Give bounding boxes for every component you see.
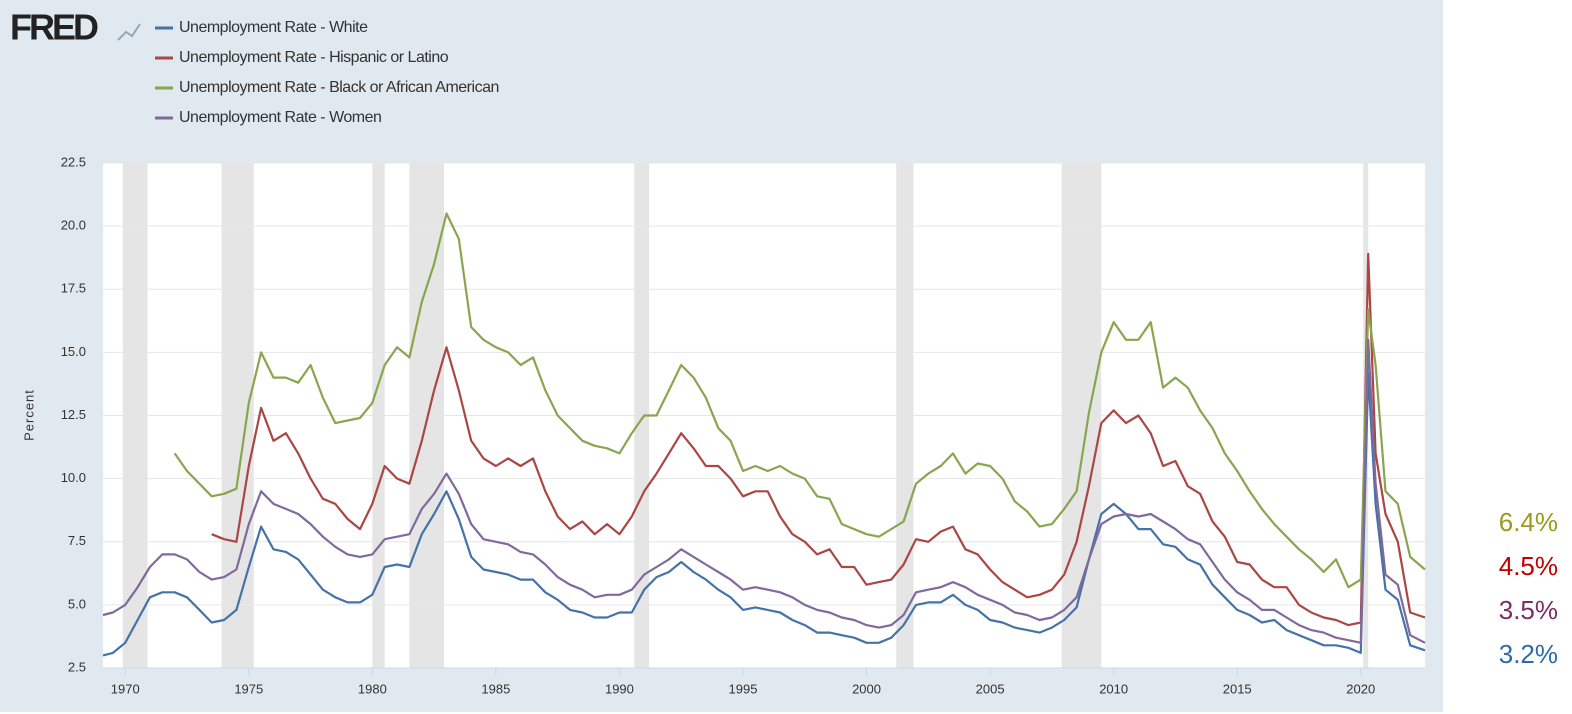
y-tick-label: 20.0 [61,218,86,233]
annotation: 4.5% [1499,551,1558,581]
y-tick-label: 10.0 [61,470,86,485]
x-tick-label: 1980 [358,681,387,696]
series-line [173,212,1426,589]
x-tick-label: 1990 [605,681,634,696]
x-tick-label: 2005 [976,681,1005,696]
x-tick-label: 2015 [1223,681,1252,696]
y-tick-label: 7.5 [68,533,86,548]
x-tick-label: 2000 [852,681,881,696]
y-axis-label: Percent [21,389,36,441]
x-tick-label: 1995 [729,681,758,696]
legend-label: Unemployment Rate - Hispanic or Latino [179,49,449,66]
x-tick-label: 1985 [481,681,510,696]
x-tick-label: 2010 [1099,681,1128,696]
legend-label: Unemployment Rate - White [179,19,368,36]
x-tick-label: 1975 [234,681,263,696]
annotation: 3.2% [1499,639,1558,669]
legend-label: Unemployment Rate - Black or African Ame… [179,79,499,96]
y-tick-label: 15.0 [61,344,86,359]
series-line [211,252,1426,627]
logo-icon [117,23,141,41]
series-line [102,338,1426,644]
legend-label: Unemployment Rate - Women [179,109,381,126]
y-tick-label: 17.5 [61,281,86,296]
annotation: 3.5% [1499,595,1558,625]
y-tick-label: 22.5 [61,154,86,169]
x-tick-label: 2020 [1346,681,1375,696]
y-tick-label: 12.5 [61,407,86,422]
annotation: 6.4% [1499,507,1558,537]
y-tick-label: 5.0 [68,596,86,611]
series-line [102,371,1426,657]
y-tick-label: 2.5 [68,659,86,674]
logo: FRED [10,7,98,48]
x-tick-label: 1970 [111,681,140,696]
